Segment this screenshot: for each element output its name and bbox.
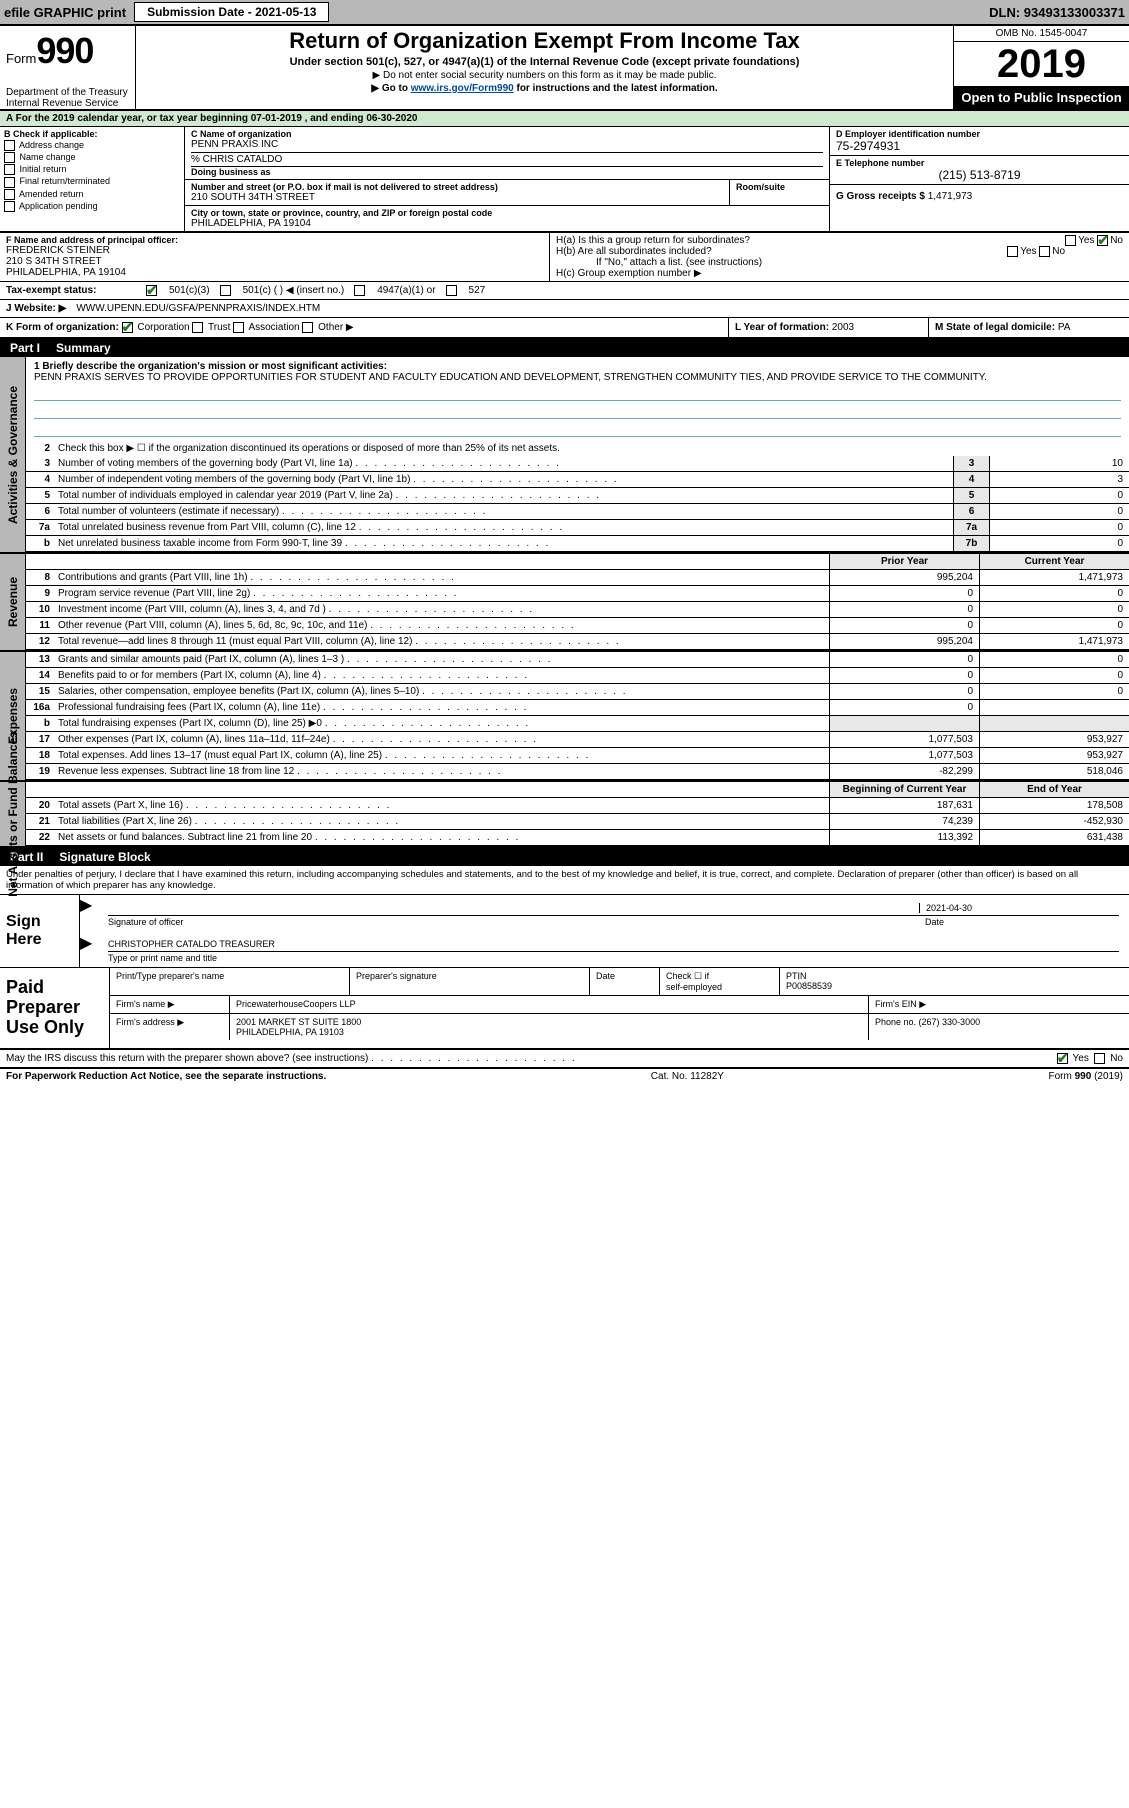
chk-hb-no[interactable] <box>1039 246 1050 257</box>
year-formation: 2003 <box>832 322 854 333</box>
chk-other[interactable] <box>302 322 313 333</box>
chk-app-pending[interactable] <box>4 201 15 212</box>
line-a-tax-year: A For the 2019 calendar year, or tax yea… <box>0 111 1129 127</box>
sign-here-block: Sign Here ▶▶ 2021-04-30 Signature of off… <box>0 894 1129 968</box>
header-right: OMB No. 1545-0047 2019 Open to Public In… <box>954 26 1129 109</box>
chk-501c3[interactable] <box>146 285 157 296</box>
phone: (215) 513-8719 <box>836 168 1123 182</box>
ptin: P00858539 <box>786 981 832 991</box>
net-assets-section: Net Assets or Fund Balances Beginning of… <box>0 782 1129 848</box>
box-c-f: C Name of organization PENN PRAXIS INC %… <box>185 127 829 231</box>
chk-4947[interactable] <box>354 285 365 296</box>
discuss-row: May the IRS discuss this return with the… <box>0 1050 1129 1069</box>
note-ssn: ▶ Do not enter social security numbers o… <box>144 70 945 81</box>
gross-receipts: 1,471,973 <box>928 191 973 202</box>
part-ii-header: Part II Signature Block <box>0 848 1129 866</box>
dln: DLN: 93493133003371 <box>989 5 1125 20</box>
website: WWW.UPENN.EDU/GSFA/PENNPRAXIS/INDEX.HTM <box>76 303 320 314</box>
care-of: % CHRIS CATALDO <box>191 152 823 165</box>
box-d-e-g: D Employer identification number 75-2974… <box>829 127 1129 231</box>
note-link: ▶ Go to www.irs.gov/Form990 for instruct… <box>144 83 945 94</box>
box-b: B Check if applicable: Address change Na… <box>0 127 185 231</box>
chk-amended[interactable] <box>4 189 15 200</box>
header-left: Form990 Department of the Treasury Inter… <box>0 26 135 109</box>
chk-name-change[interactable] <box>4 152 15 163</box>
chk-discuss-yes[interactable] <box>1057 1053 1068 1064</box>
form-title: Return of Organization Exempt From Incom… <box>144 28 945 54</box>
line-klm: K Form of organization: Corporation Trus… <box>0 318 1129 339</box>
instructions-link[interactable]: www.irs.gov/Form990 <box>411 83 514 94</box>
line-j: J Website: ▶ WWW.UPENN.EDU/GSFA/PENNPRAX… <box>0 300 1129 318</box>
sign-date: 2021-04-30 <box>919 903 1119 913</box>
state-domicile: PA <box>1058 322 1071 333</box>
part-i-header: Part I Summary <box>0 339 1129 357</box>
form-header: Form990 Department of the Treasury Inter… <box>0 26 1129 111</box>
city-state-zip: PHILADELPHIA, PA 19104 <box>191 218 823 229</box>
mission-text: PENN PRAXIS SERVES TO PROVIDE OPPORTUNIT… <box>34 372 1121 383</box>
section-b-g: B Check if applicable: Address change Na… <box>0 127 1129 233</box>
officer-name: FREDERICK STEINER <box>6 245 543 256</box>
omb-number: OMB No. 1545-0047 <box>954 26 1129 42</box>
chk-assoc[interactable] <box>233 322 244 333</box>
org-name: PENN PRAXIS INC <box>191 139 823 150</box>
chk-initial-return[interactable] <box>4 164 15 175</box>
tax-year: 2019 <box>954 42 1129 86</box>
ein: 75-2974931 <box>836 139 1123 153</box>
footer: For Paperwork Reduction Act Notice, see … <box>0 1069 1129 1084</box>
activities-governance: Activities & Governance 1 Briefly descri… <box>0 357 1129 554</box>
top-bar: efile GRAPHIC print Submission Date - 20… <box>0 0 1129 26</box>
expenses-section: Expenses 13Grants and similar amounts pa… <box>0 652 1129 782</box>
tax-exempt-row: Tax-exempt status: 501(c)(3) 501(c) ( ) … <box>0 282 1129 300</box>
form-number: Form990 <box>6 30 129 72</box>
chk-501c[interactable] <box>220 285 231 296</box>
chk-discuss-no[interactable] <box>1094 1053 1105 1064</box>
officer-name-title: CHRISTOPHER CATALDO TREASURER <box>108 939 275 949</box>
street-address: 210 SOUTH 34TH STREET <box>191 192 723 203</box>
firm-name: PricewaterhouseCoopers LLP <box>230 996 869 1013</box>
firm-phone: Phone no. (267) 330-3000 <box>869 1014 1129 1040</box>
open-public: Open to Public Inspection <box>954 86 1129 109</box>
chk-ha-yes[interactable] <box>1065 235 1076 246</box>
efile-label[interactable]: efile GRAPHIC print <box>4 5 126 20</box>
paid-preparer-block: Paid Preparer Use Only Print/Type prepar… <box>0 968 1129 1049</box>
chk-ha-no[interactable] <box>1097 235 1108 246</box>
header-center: Return of Organization Exempt From Incom… <box>135 26 954 109</box>
chk-corp[interactable] <box>122 322 133 333</box>
department-label: Department of the Treasury Internal Reve… <box>6 87 129 109</box>
chk-527[interactable] <box>446 285 457 296</box>
chk-final-return[interactable] <box>4 177 15 188</box>
chk-address-change[interactable] <box>4 140 15 151</box>
chk-hb-yes[interactable] <box>1007 246 1018 257</box>
mission-block: 1 Briefly describe the organization's mi… <box>26 357 1129 441</box>
chk-trust[interactable] <box>192 322 203 333</box>
submission-date: Submission Date - 2021-05-13 <box>134 2 329 22</box>
form-subtitle: Under section 501(c), 527, or 4947(a)(1)… <box>144 56 945 68</box>
revenue-section: Revenue bPrior YearCurrent Year 8Contrib… <box>0 554 1129 652</box>
box-f-h: F Name and address of principal officer:… <box>0 233 1129 282</box>
perjury-statement: Under penalties of perjury, I declare th… <box>0 866 1129 894</box>
